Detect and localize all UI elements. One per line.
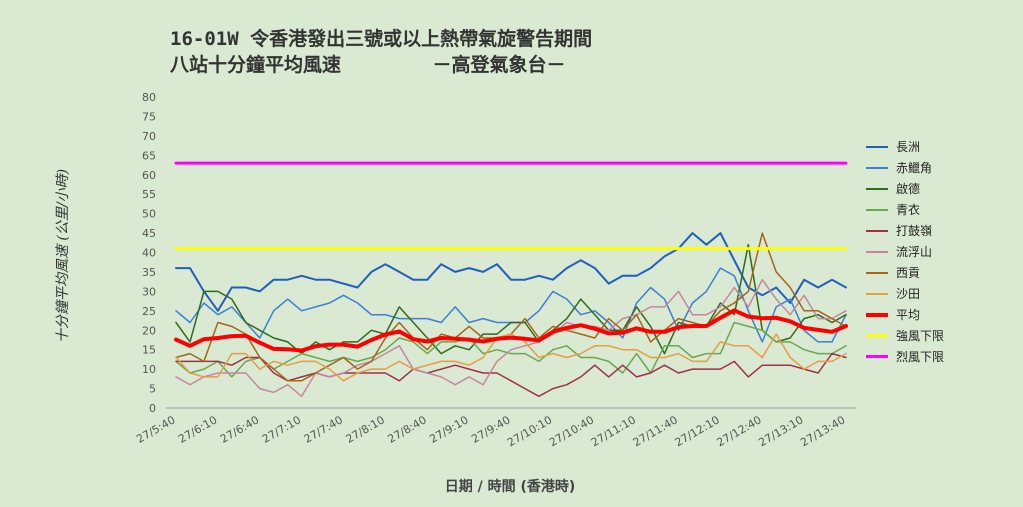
- y-tick-label: 75: [142, 110, 156, 123]
- y-tick-label: 70: [142, 130, 156, 143]
- legend-item: 沙田: [866, 283, 944, 304]
- x-tick-label: 27/10:40: [547, 413, 596, 449]
- x-tick-label: 27/5:40: [134, 413, 177, 445]
- legend-label: 西貢: [896, 266, 921, 280]
- y-axis-label: 十分鐘平均風速 (公里/小時): [55, 168, 71, 344]
- series-line-沙田: [175, 333, 847, 382]
- y-tick-label: 20: [142, 324, 156, 337]
- x-tick-label: 27/12:10: [673, 413, 722, 449]
- x-tick-label: 27/6:40: [218, 413, 261, 445]
- legend-item: 啟德: [866, 178, 944, 199]
- legend-item: 烈風下限: [866, 346, 944, 367]
- legend-item: 打鼓嶺: [866, 220, 944, 241]
- y-tick-label: 50: [142, 208, 156, 221]
- y-tick-label: 55: [142, 188, 156, 201]
- legend-swatch: [866, 229, 888, 232]
- legend-swatch: [866, 271, 888, 274]
- legend-item: 流浮山: [866, 241, 944, 262]
- series-line-流浮山: [175, 278, 847, 398]
- legend-item: 青衣: [866, 199, 944, 220]
- legend-swatch: [866, 334, 888, 337]
- y-tick-label: 40: [142, 247, 156, 260]
- chart-title-line-1: 16-01W 令香港發出三號或以上熱帶氣旋警告期間: [170, 28, 593, 50]
- chart-title: 16-01W 令香港發出三號或以上熱帶氣旋警告期間 八站十分鐘平均風速 －高登氣…: [170, 26, 592, 78]
- y-tick-label: 0: [149, 402, 156, 415]
- legend-label: 啟德: [896, 182, 921, 196]
- x-tick-label: 27/7:10: [260, 413, 303, 445]
- x-tick-label: 27/7:40: [302, 413, 345, 445]
- legend-label: 平均: [896, 308, 921, 322]
- y-tick-label: 80: [142, 91, 156, 104]
- legend-item: 赤鱲角: [866, 157, 944, 178]
- chart-legend: 長洲赤鱲角啟德青衣打鼓嶺流浮山西貢沙田平均強風下限烈風下限: [866, 136, 944, 367]
- y-tick-label: 35: [142, 266, 156, 279]
- legend-item: 平均: [866, 304, 944, 325]
- chart-title-line-2: 八站十分鐘平均風速 －高登氣象台－: [170, 54, 566, 76]
- series-line-青衣: [175, 321, 847, 378]
- legend-label: 強風下限: [896, 329, 945, 343]
- x-axis-label: 日期 / 時間 (香港時): [444, 479, 576, 495]
- legend-label: 長洲: [896, 140, 921, 154]
- chart-series: [174, 161, 848, 398]
- legend-label: 沙田: [896, 287, 921, 301]
- legend-swatch: [866, 292, 888, 295]
- legend-swatch: [866, 187, 888, 190]
- legend-item: 西貢: [866, 262, 944, 283]
- series-line-平均: [174, 308, 848, 353]
- legend-label: 青衣: [896, 203, 921, 217]
- x-tick-label: 27/9:10: [427, 413, 470, 445]
- legend-swatch: [866, 208, 888, 211]
- series-line-啟德: [175, 243, 847, 355]
- x-tick-label: 27/13:10: [756, 413, 805, 449]
- legend-swatch: [866, 355, 888, 358]
- x-tick-label: 27/8:40: [386, 413, 429, 445]
- x-tick-label: 27/8:10: [344, 413, 387, 445]
- y-tick-label: 30: [142, 285, 156, 298]
- y-tick-label: 10: [142, 363, 156, 376]
- legend-label: 流浮山: [896, 245, 933, 259]
- x-tick-label: 27/12:40: [714, 413, 763, 449]
- legend-item: 長洲: [866, 136, 944, 157]
- y-tick-label: 45: [142, 227, 156, 240]
- legend-label: 打鼓嶺: [896, 224, 933, 238]
- y-tick-label: 5: [149, 383, 156, 396]
- x-tick-label: 27/11:40: [631, 413, 680, 449]
- chart-axes: 0510152025303540455055606570758027/5:402…: [134, 91, 856, 449]
- legend-item: 強風下限: [866, 325, 944, 346]
- series-line-打鼓嶺: [175, 352, 847, 398]
- legend-label: 烈風下限: [896, 350, 945, 364]
- y-tick-label: 65: [142, 149, 156, 162]
- series-line-長洲: [175, 232, 847, 312]
- legend-swatch: [866, 166, 888, 169]
- x-tick-label: 27/13:40: [798, 413, 847, 449]
- x-tick-label: 27/10:10: [505, 413, 554, 449]
- legend-label: 赤鱲角: [896, 161, 933, 175]
- x-tick-label: 27/6:10: [176, 413, 219, 445]
- legend-swatch: [866, 312, 888, 317]
- x-tick-label: 27/11:10: [589, 413, 638, 449]
- legend-swatch: [866, 250, 888, 253]
- y-tick-label: 15: [142, 344, 156, 357]
- legend-swatch: [866, 145, 888, 148]
- y-tick-label: 25: [142, 305, 156, 318]
- y-tick-label: 60: [142, 169, 156, 182]
